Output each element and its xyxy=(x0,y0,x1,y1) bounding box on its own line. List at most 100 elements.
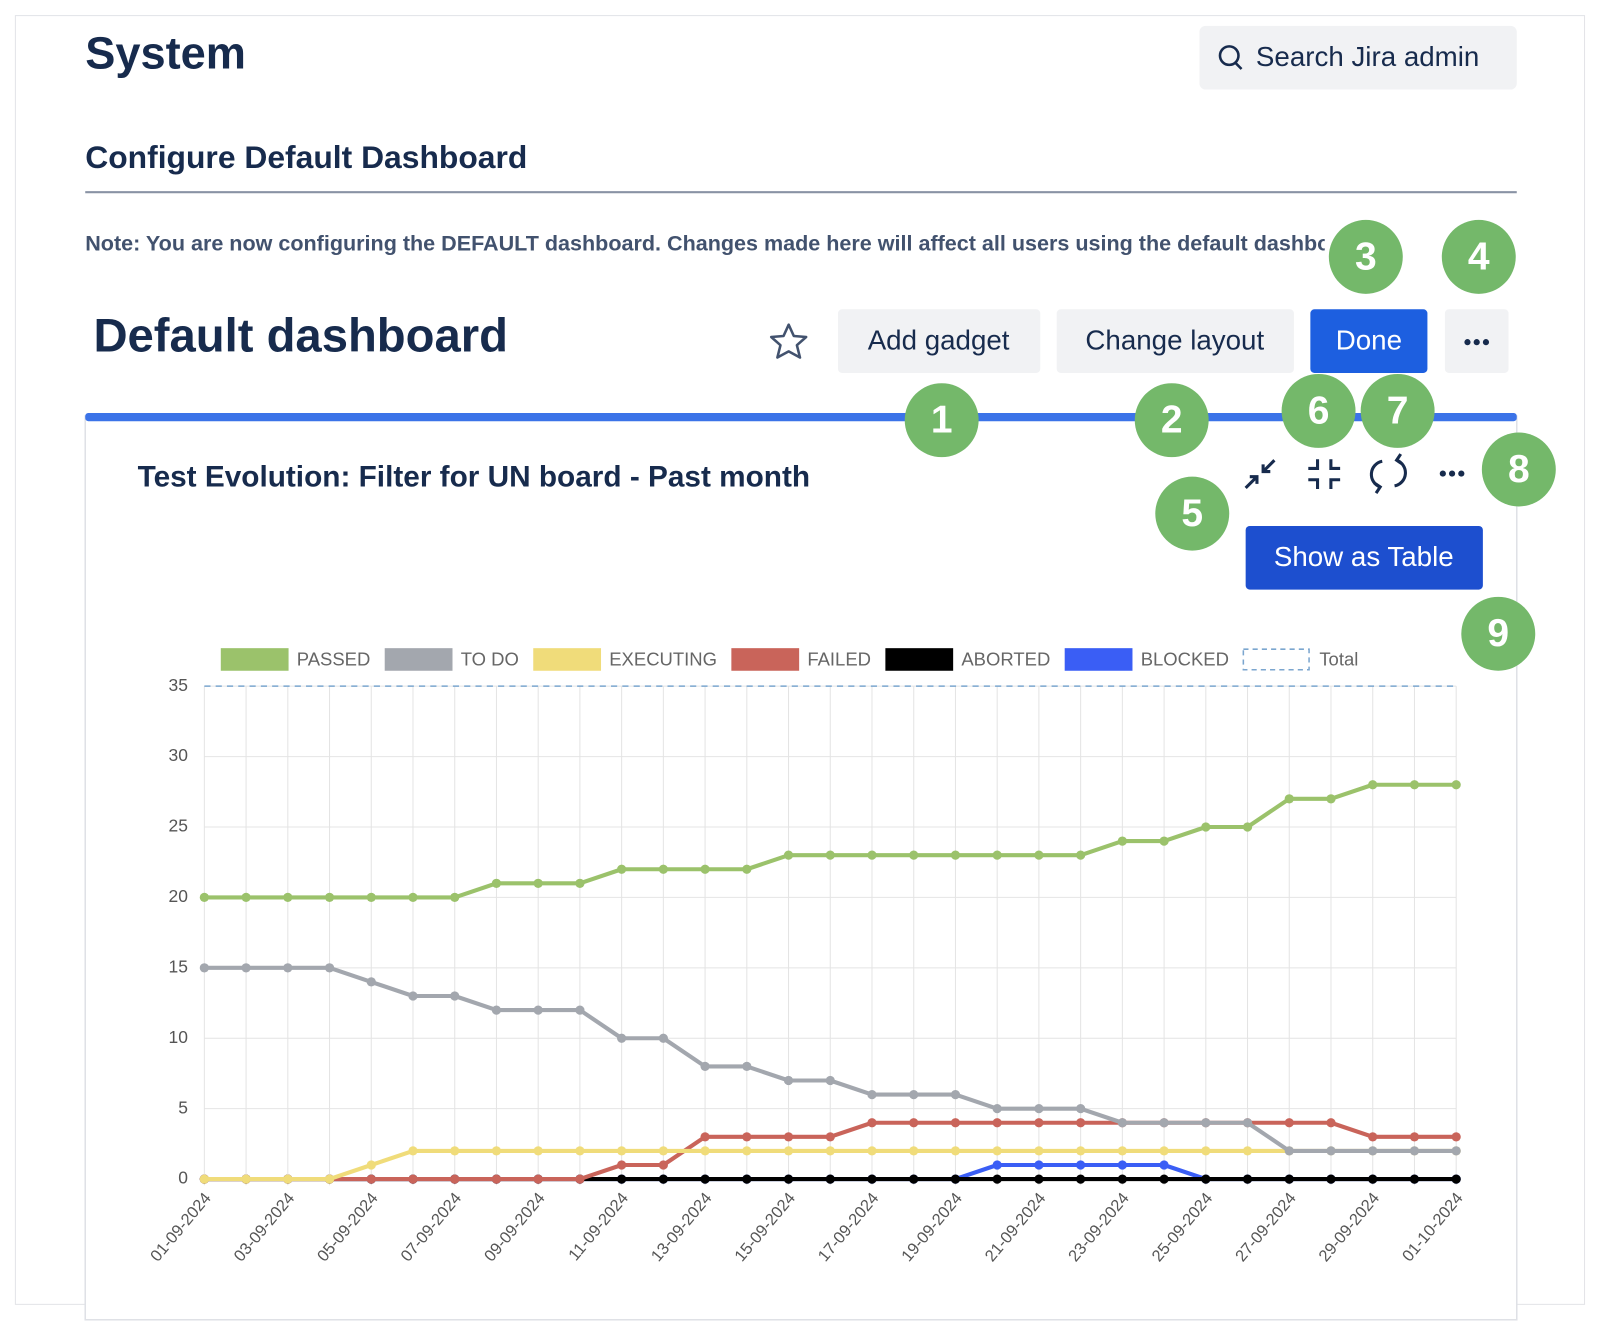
data-point xyxy=(617,864,627,874)
data-point xyxy=(1076,1160,1086,1170)
data-point xyxy=(1117,836,1127,846)
data-point xyxy=(450,991,460,1001)
badge-number: 5 xyxy=(1181,492,1203,535)
data-point xyxy=(783,1075,794,1086)
data-point xyxy=(1159,1146,1169,1156)
data-point xyxy=(1034,1104,1044,1114)
y-tick-label: 5 xyxy=(178,1097,188,1117)
data-point xyxy=(575,1174,585,1184)
y-tick-label: 10 xyxy=(169,1027,189,1047)
data-point xyxy=(825,1075,835,1086)
badge xyxy=(1360,373,1435,448)
data-point xyxy=(491,878,502,888)
data-point xyxy=(700,1146,710,1156)
data-point xyxy=(450,1174,460,1184)
add-gadget-button[interactable] xyxy=(837,309,1041,373)
data-point xyxy=(1034,1118,1044,1128)
data-point xyxy=(491,1005,502,1015)
change-layout-button[interactable] xyxy=(1056,309,1294,373)
data-point xyxy=(1451,1174,1461,1184)
data-point xyxy=(825,1146,835,1156)
data-point xyxy=(450,1146,460,1156)
data-point xyxy=(1159,1160,1169,1170)
badge xyxy=(1155,476,1230,551)
legend-label: Total xyxy=(1319,648,1358,669)
data-point xyxy=(324,1174,335,1184)
search-icon xyxy=(1234,61,1243,70)
data-point xyxy=(909,1146,919,1156)
data-point xyxy=(1034,1160,1044,1170)
data-point xyxy=(825,850,835,860)
data-point xyxy=(1076,850,1086,860)
data-point xyxy=(1159,1118,1169,1128)
done-button[interactable] xyxy=(1310,309,1428,373)
data-point xyxy=(283,892,293,903)
badge-number: 9 xyxy=(1487,612,1509,655)
button-label: Add gadget xyxy=(868,324,1010,355)
data-point xyxy=(1326,794,1336,804)
minimize-icon[interactable] xyxy=(1244,459,1276,490)
data-point xyxy=(533,1146,543,1156)
data-point xyxy=(366,1174,376,1184)
data-point xyxy=(1409,1146,1420,1156)
data-point xyxy=(1159,836,1169,846)
legend-label: TO DO xyxy=(461,648,519,669)
compress-icon[interactable] xyxy=(1308,459,1341,489)
data-point xyxy=(783,850,794,860)
data-point xyxy=(1117,1160,1127,1170)
data-point xyxy=(825,1132,835,1142)
show-table-button[interactable] xyxy=(1245,525,1483,590)
data-point xyxy=(992,1104,1002,1114)
data-point xyxy=(658,864,668,874)
data-point xyxy=(992,1160,1002,1170)
data-point xyxy=(1368,1132,1378,1142)
gadget-title: Test Evolution: Filter for UN board - Pa… xyxy=(138,461,811,494)
data-point xyxy=(283,963,293,973)
data-point xyxy=(950,850,961,860)
data-point xyxy=(950,1089,961,1100)
data-point xyxy=(867,850,877,860)
data-point xyxy=(1201,1146,1211,1156)
y-tick-label: 0 xyxy=(178,1168,188,1188)
data-point xyxy=(1242,1118,1253,1128)
legend-swatch xyxy=(1064,648,1133,671)
search-label: Search Jira admin xyxy=(1256,41,1479,72)
badge-number: 4 xyxy=(1468,235,1490,278)
data-point xyxy=(617,1174,627,1184)
data-point xyxy=(1076,1146,1086,1156)
badge-number: 2 xyxy=(1161,399,1183,442)
data-point xyxy=(742,1174,752,1184)
star-icon[interactable] xyxy=(769,323,808,359)
more-icon xyxy=(1464,339,1490,346)
gadget-more-icon[interactable] xyxy=(1439,470,1465,477)
button-label: Change layout xyxy=(1085,324,1264,355)
data-point xyxy=(1076,1174,1086,1184)
data-point xyxy=(533,878,543,888)
data-point xyxy=(700,1174,710,1184)
data-point xyxy=(491,1174,502,1184)
data-point xyxy=(783,1174,794,1184)
dashboard-title: Default dashboard xyxy=(93,310,508,363)
data-point xyxy=(617,1146,627,1156)
data-point xyxy=(867,1118,877,1128)
data-point xyxy=(450,892,460,903)
search-box[interactable] xyxy=(1199,25,1517,90)
legend-label: ABORTED xyxy=(961,648,1050,669)
legend-label: EXECUTING xyxy=(609,648,717,669)
data-point xyxy=(1368,780,1378,790)
data-point xyxy=(1034,1174,1044,1184)
y-tick-label: 35 xyxy=(169,675,188,695)
data-point xyxy=(700,864,710,874)
y-tick-label: 25 xyxy=(169,816,188,836)
data-point xyxy=(992,1146,1002,1156)
data-point xyxy=(825,1174,835,1184)
data-point xyxy=(533,1174,543,1184)
badge-number: 1 xyxy=(931,399,953,442)
badge xyxy=(1461,596,1536,671)
data-point xyxy=(783,1146,794,1156)
data-point xyxy=(1368,1146,1378,1156)
refresh-icon[interactable] xyxy=(1369,453,1407,494)
badge xyxy=(1281,373,1356,448)
data-point xyxy=(1117,1146,1127,1156)
